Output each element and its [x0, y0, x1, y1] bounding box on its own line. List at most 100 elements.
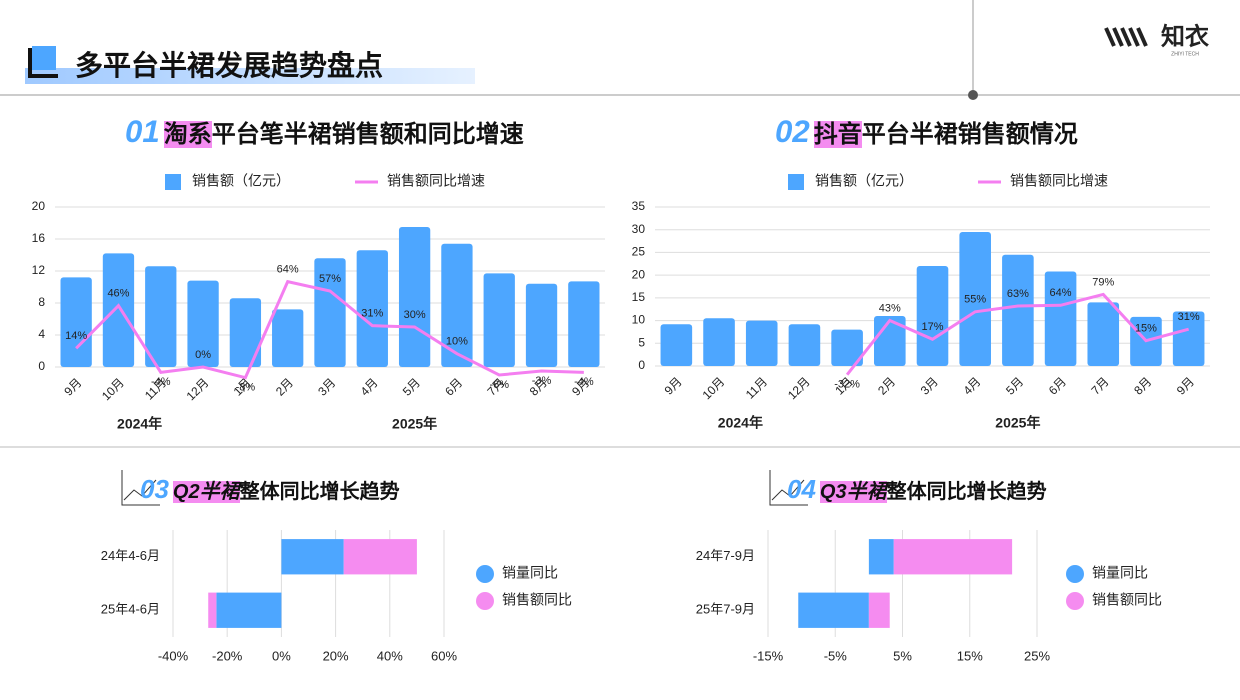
bar	[1044, 271, 1077, 366]
x-group-label: 2025年	[995, 415, 1040, 431]
x-tick-label: 5月	[1003, 374, 1026, 397]
y-tick-label: 20	[32, 199, 46, 213]
bar	[216, 592, 282, 628]
legend-swatch	[1066, 592, 1084, 610]
page-title: 多平台半裙发展趋势盘点	[75, 50, 384, 81]
x-tick-label: 10月	[99, 375, 127, 403]
bar	[1172, 311, 1205, 366]
x-tick-label: 5%	[893, 648, 912, 663]
y-tick-label: 4	[38, 327, 45, 341]
y-tick-label: 15	[632, 290, 646, 304]
x-tick-label: 12月	[785, 374, 813, 402]
bar	[272, 309, 304, 367]
y-tick-label: 30	[632, 222, 646, 236]
legend-swatch	[165, 174, 181, 190]
legend-label: 销售额同比	[502, 592, 572, 608]
y-tick-label: 0	[638, 358, 645, 372]
title-highlight: Q2半裙	[172, 481, 240, 503]
y-tick-label: 25	[632, 245, 646, 259]
bar	[798, 592, 869, 628]
x-tick-label: 60%	[431, 648, 457, 663]
x-tick-label: 7月	[1089, 374, 1112, 397]
bar	[745, 320, 778, 366]
x-tick-label: 9月	[1174, 374, 1197, 397]
legend-label: 销售额同比增速	[387, 173, 485, 189]
bar	[145, 266, 177, 367]
x-tick-label: -5%	[824, 648, 848, 663]
bar	[874, 316, 906, 366]
data-label: -6%	[489, 379, 509, 391]
x-group-label: 2024年	[117, 416, 162, 432]
y-tick-label: 25年7-9月	[696, 602, 755, 617]
data-label: 15%	[1135, 323, 1157, 335]
chart-title: 02 抖音平台半裙销售额情况	[775, 114, 1078, 150]
line	[845, 292, 1190, 376]
bar	[229, 298, 262, 367]
legend-label: 销售额同比	[1092, 592, 1162, 608]
bar	[868, 539, 894, 575]
x-group-label: 2024年	[718, 415, 763, 431]
bar	[314, 258, 346, 367]
bar	[959, 231, 991, 366]
y-tick-label: 25年4-6月	[101, 602, 160, 617]
bar	[60, 277, 92, 367]
bar	[483, 273, 515, 367]
x-tick-label: 2月	[273, 375, 296, 398]
bar	[893, 539, 1013, 575]
section-icon	[121, 470, 160, 506]
title-highlight: 淘系	[163, 121, 212, 148]
legend-label: 销售额（亿元）	[192, 173, 290, 189]
data-label: 63%	[1007, 288, 1029, 300]
x-tick-label: -20%	[212, 648, 243, 663]
chart-title: 03 Q2半裙整体同比增长趋势	[140, 474, 400, 505]
y-tick-label: 8	[38, 295, 45, 309]
data-label: 0%	[195, 349, 211, 361]
x-tick-label: 6月	[442, 375, 465, 398]
bar	[1002, 254, 1034, 366]
y-tick-label: 16	[32, 231, 46, 245]
bar	[831, 329, 863, 366]
legend-label: 销量同比	[1092, 565, 1148, 581]
x-tick-label: 40%	[377, 648, 403, 663]
data-label: 57%	[319, 273, 341, 285]
section-number: 02	[775, 114, 810, 149]
title-text: 平台半裙销售额情况	[861, 121, 1078, 148]
data-label: -32%	[834, 379, 860, 391]
x-tick-label: 15%	[957, 648, 983, 663]
legend-label: 销售额（亿元）	[815, 173, 913, 189]
data-label: 17%	[921, 321, 943, 333]
x-group-label: 2025年	[392, 416, 437, 432]
y-tick-label: 10	[632, 313, 646, 327]
bar	[525, 283, 558, 367]
section-number: 01	[125, 114, 160, 149]
data-label: -3%	[532, 375, 552, 387]
x-tick-label: 10月	[700, 374, 728, 402]
data-label: 31%	[1178, 311, 1200, 323]
data-label: 43%	[879, 302, 901, 314]
bar	[343, 539, 417, 575]
x-tick-label: 3月	[918, 374, 941, 397]
x-tick-label: 11月	[743, 374, 770, 401]
logo: 知衣	[1161, 22, 1209, 50]
bar	[281, 539, 344, 575]
data-label: 79%	[1092, 276, 1114, 288]
x-tick-label: 8月	[1131, 374, 1154, 397]
bar	[1087, 302, 1120, 366]
bar	[868, 592, 890, 628]
title-text: 平台笔半裙销售额和同比增速	[211, 121, 524, 148]
x-tick-label: 9月	[61, 375, 84, 398]
x-tick-label: 12月	[184, 375, 212, 403]
chart-title: 04 Q3半裙整体同比增长趋势	[787, 474, 1047, 505]
bar	[441, 243, 473, 367]
x-tick-label: 4月	[960, 374, 983, 397]
x-tick-label: 4月	[358, 375, 381, 398]
y-tick-label: 24年4-6月	[101, 548, 160, 563]
bar	[660, 324, 693, 366]
line	[75, 279, 584, 380]
legend-swatch	[788, 174, 804, 190]
data-label: 10%	[446, 336, 468, 348]
bar	[568, 281, 600, 367]
x-tick-label: 20%	[323, 648, 349, 663]
